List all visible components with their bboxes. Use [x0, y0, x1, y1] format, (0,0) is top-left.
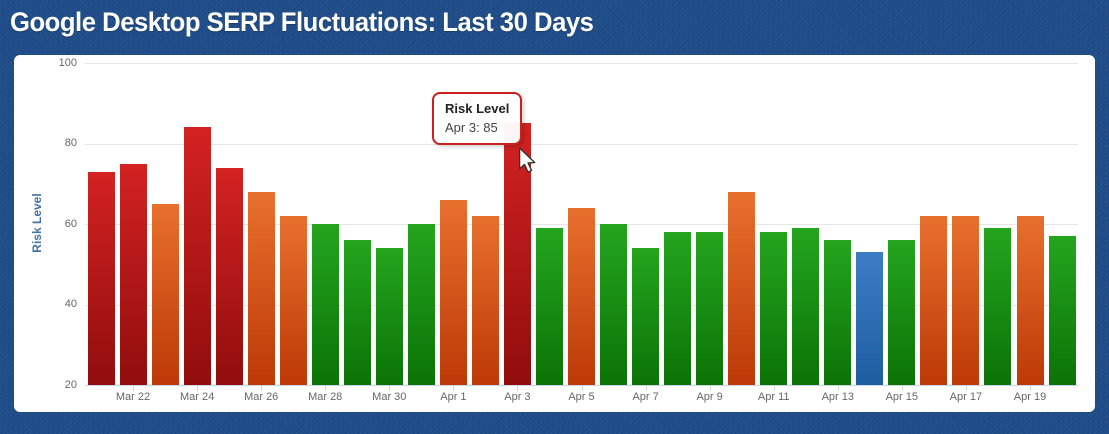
x-axis-label: Apr 3	[504, 391, 531, 403]
chart-bar-apr-2[interactable]	[471, 215, 499, 385]
chart-bar-apr-9[interactable]	[696, 232, 724, 385]
chart-bar-mar-26[interactable]	[247, 191, 275, 385]
x-axis-tick	[453, 386, 455, 391]
y-axis-label: 60	[64, 217, 77, 230]
chart-bar-mar-29[interactable]	[343, 240, 371, 385]
chart-bar-apr-4[interactable]	[536, 228, 563, 385]
x-axis-line	[85, 385, 1078, 386]
chart-bar-apr-12[interactable]	[792, 228, 820, 385]
x-axis-tick	[709, 386, 711, 391]
x-axis-label: Apr 1	[440, 391, 467, 403]
x-axis-label: Apr 7	[632, 391, 659, 403]
y-axis-label: 40	[64, 298, 77, 310]
chart-bar-apr-1[interactable]	[439, 199, 467, 385]
chart-bar-mar-27[interactable]	[279, 215, 307, 385]
x-axis-tick	[517, 386, 519, 391]
chart-bar-apr-11[interactable]	[760, 232, 788, 385]
gridline	[85, 143, 1078, 145]
x-axis-label: Mar 28	[308, 391, 343, 403]
x-axis-label: Apr 15	[885, 391, 918, 403]
tooltip: Risk Level Apr 3: 85	[432, 92, 523, 145]
mouse-cursor-icon	[519, 148, 536, 173]
chart-bar-apr-20[interactable]	[1048, 236, 1076, 385]
y-axis-label: 100	[58, 56, 77, 69]
chart-bar-mar-28[interactable]	[311, 224, 339, 385]
chart-bar-mar-21[interactable]	[87, 171, 115, 385]
chart-bar-mar-22[interactable]	[119, 163, 147, 385]
chart-bar-apr-7[interactable]	[632, 248, 660, 385]
chart-bar-mar-24[interactable]	[183, 127, 211, 385]
x-axis-tick	[773, 386, 775, 391]
x-axis-tick	[133, 386, 134, 391]
x-axis-label: Mar 26	[244, 391, 279, 403]
x-axis-tick	[1030, 386, 1031, 391]
x-axis-tick	[325, 386, 327, 391]
x-axis-tick	[837, 386, 839, 391]
chart-bar-mar-30[interactable]	[375, 248, 403, 385]
y-axis-label: 80	[64, 137, 77, 149]
x-axis-tick	[901, 386, 903, 391]
x-axis-label: Apr 11	[757, 391, 790, 403]
chart-bar-mar-23[interactable]	[151, 203, 179, 385]
x-axis-label: Apr 19	[1013, 391, 1047, 403]
x-axis-tick	[261, 386, 263, 391]
x-axis-tick	[389, 386, 391, 391]
chart-bar-apr-19[interactable]	[1016, 215, 1044, 385]
tooltip-series-name: Risk Level	[445, 101, 510, 116]
x-axis-label: Mar 22	[115, 391, 151, 403]
chart-bar-apr-18[interactable]	[984, 228, 1012, 385]
x-axis-tick	[581, 386, 583, 391]
x-axis-label: Apr 5	[568, 391, 595, 403]
chart-bar-mar-31[interactable]	[407, 224, 435, 385]
page-title: Google Desktop SERP Fluctuations: Last 3…	[10, 7, 594, 37]
gridline	[85, 63, 1078, 64]
x-axis-tick	[645, 386, 647, 391]
chart-bar-apr-17[interactable]	[952, 215, 980, 385]
chart-bar-apr-6[interactable]	[600, 224, 627, 385]
chart-bar-apr-8[interactable]	[664, 232, 692, 385]
chart-bar-mar-25[interactable]	[215, 167, 243, 385]
x-axis-label: Mar 24	[179, 391, 215, 403]
chart-bar-apr-10[interactable]	[728, 191, 756, 385]
chart-bar-apr-16[interactable]	[920, 215, 948, 385]
x-axis-tick	[197, 386, 199, 391]
chart-bar-apr-13[interactable]	[824, 240, 852, 385]
x-axis-label: Apr 13	[821, 391, 854, 403]
x-axis-label: Apr 17	[949, 391, 983, 403]
tooltip-value: Apr 3: 85	[445, 120, 498, 135]
x-axis-label: Mar 30	[372, 391, 407, 403]
x-axis-tick	[965, 386, 967, 391]
y-axis-label: 20	[64, 378, 77, 391]
chart-bar-apr-5[interactable]	[568, 207, 595, 385]
chart-bar-apr-15[interactable]	[888, 240, 916, 385]
x-axis-label: Apr 9	[696, 391, 723, 403]
chart-bar-apr-14[interactable]	[856, 252, 884, 385]
